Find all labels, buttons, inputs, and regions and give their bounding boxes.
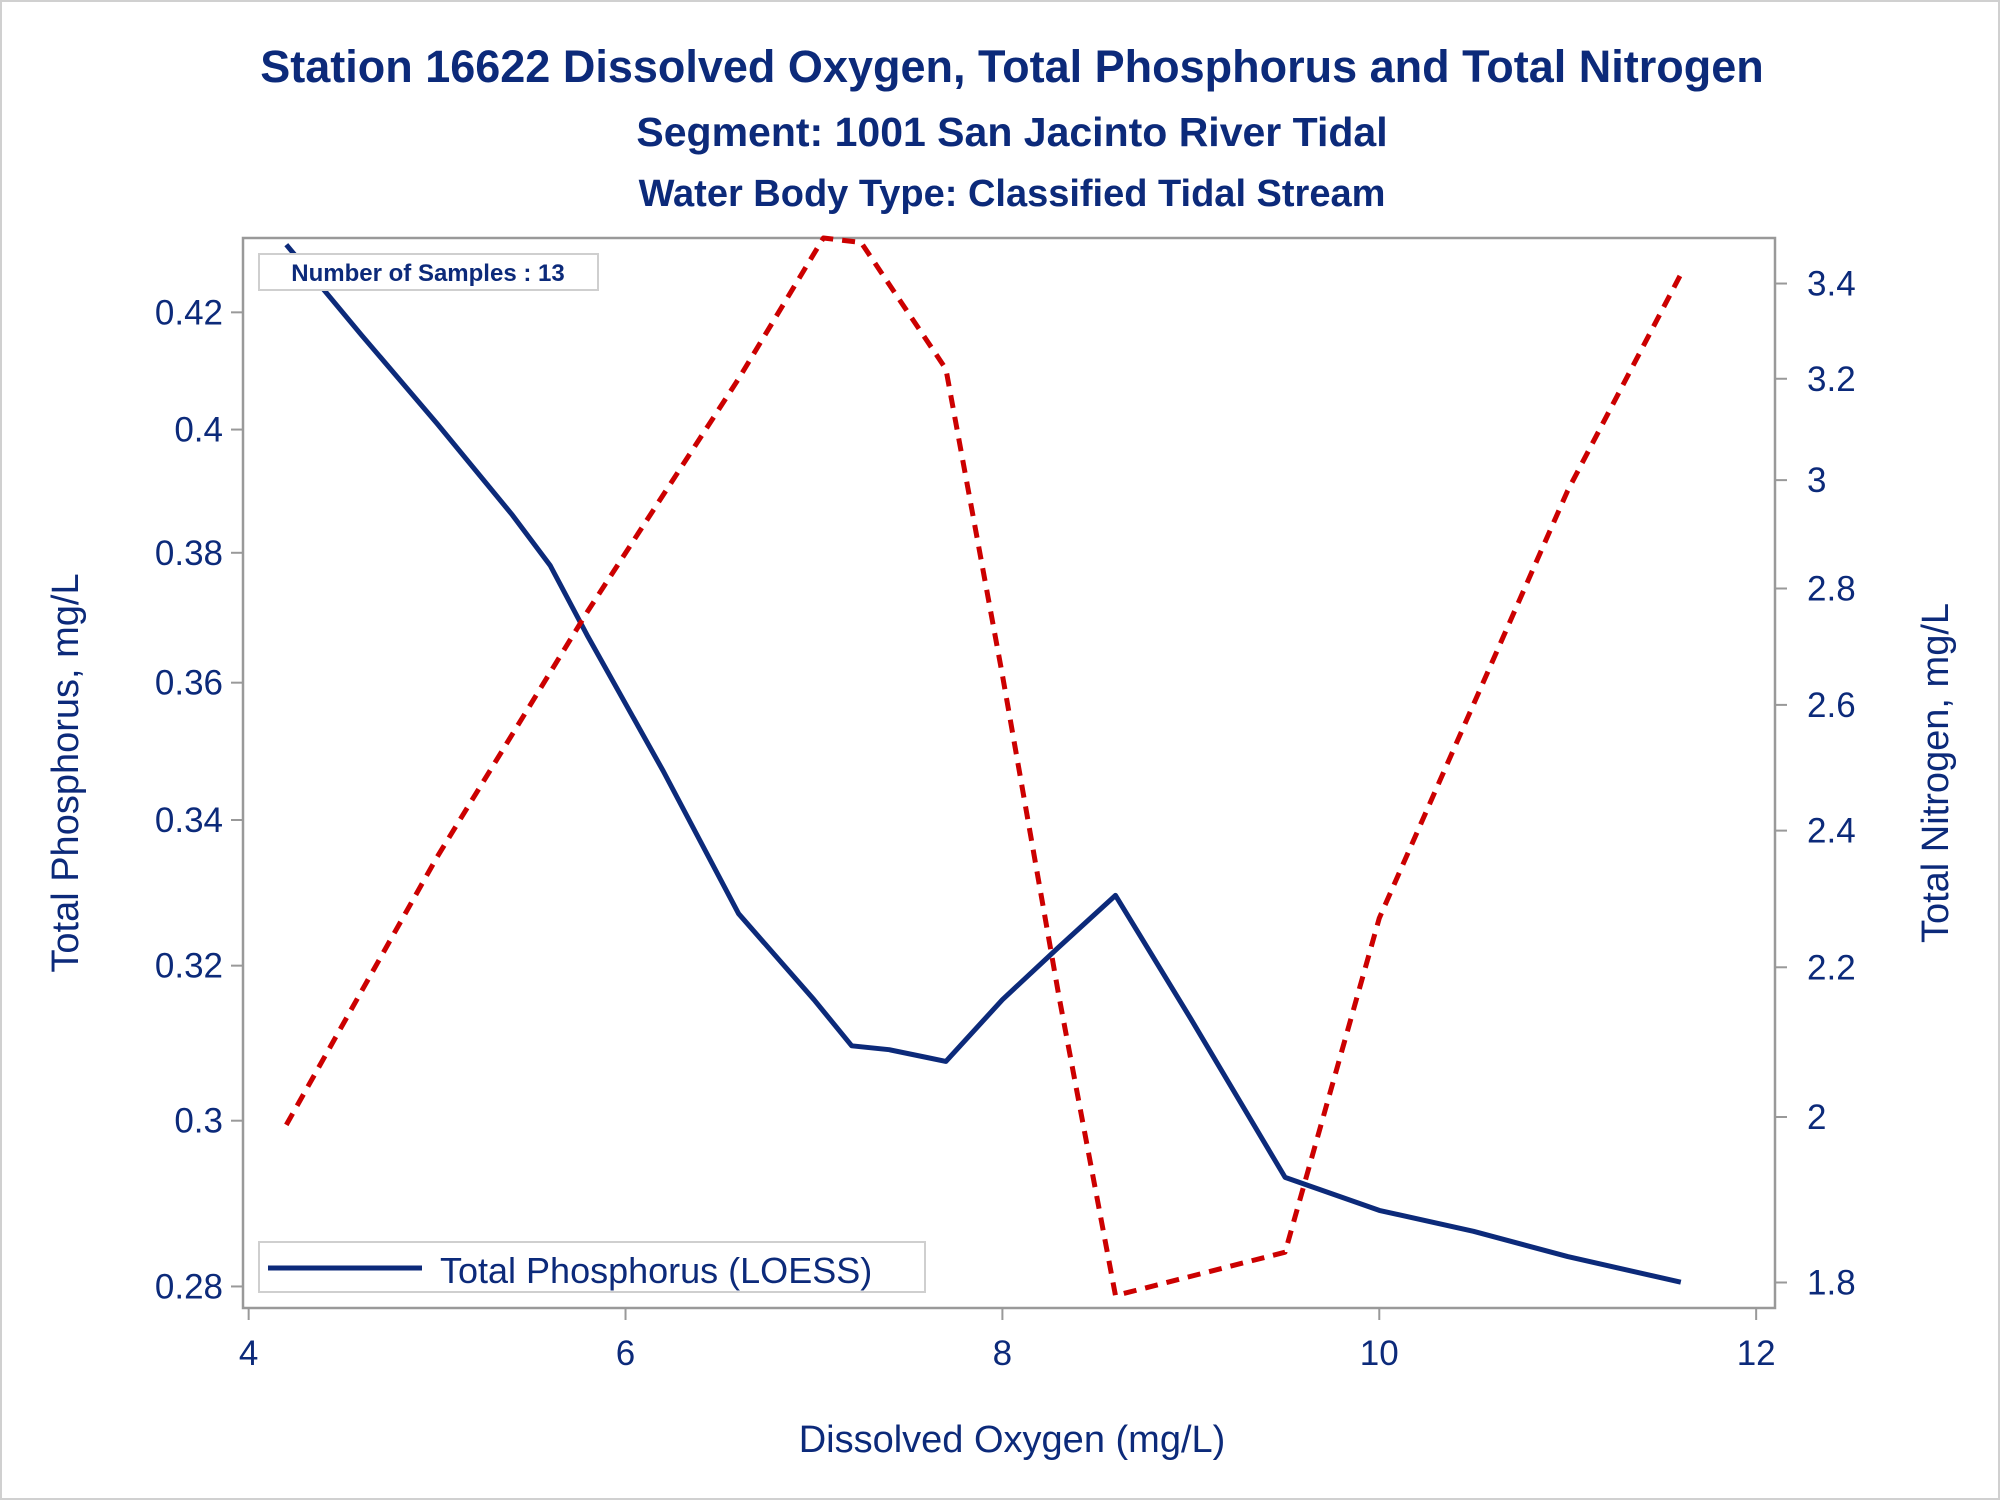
chart-subtitle-2: Water Body Type: Classified Tidal Stream [639,173,1386,215]
y-tick-label: 0.38 [155,534,223,573]
chart-subtitle: Segment: 1001 San Jacinto River Tidal [636,109,1387,155]
series-line-phosphorus [284,243,1682,1285]
series-layer [284,235,1684,1299]
y-tick-label: 0.3 [174,1102,223,1141]
y2-tick-label: 3.4 [1807,265,1856,304]
series-line-nitrogen [284,235,1684,1299]
sample-count-annotation: Number of Samples : 13 [291,260,564,287]
y-axis-left: 0.28 0.3 0.32 0.34 0.36 0.38 0.4 0.42 [155,293,243,1306]
y2-tick-label: 2.6 [1807,686,1856,725]
y2-tick-label: 1.8 [1807,1263,1856,1302]
legend: Total Phosphorus (LOESS) [258,1241,926,1293]
y2-axis-label: Total Nitrogen, mg/L [1915,603,1957,943]
x-axis: 4 6 8 10 12 [239,1308,1776,1373]
y-tick-label: 0.42 [155,293,223,332]
y-tick-label: 0.34 [155,801,223,840]
x-tick-label: 4 [239,1334,258,1373]
y-tick-label: 0.32 [155,947,223,986]
x-tick-label: 10 [1360,1334,1399,1373]
y-tick-label: 0.28 [155,1267,223,1306]
y-axis-label: Total Phosphorus, mg/L [45,573,87,972]
chart-title: Station 16622 Dissolved Oxygen, Total Ph… [260,41,1764,92]
legend-label-phosphorus: Total Phosphorus (LOESS) [440,1250,872,1291]
y2-tick-label: 3 [1807,461,1826,500]
plot-area [241,236,1777,1310]
y2-tick-label: 2.2 [1807,948,1856,987]
y-tick-label: 0.4 [174,411,223,450]
y2-tick-label: 2.8 [1807,569,1856,608]
y-axis-right: 1.8 2 2.2 2.4 2.6 2.8 3 3.2 3.4 [1775,265,1856,1302]
y2-tick-label: 2.4 [1807,812,1856,851]
y-tick-label: 0.36 [155,664,223,703]
x-axis-label: Dissolved Oxygen (mg/L) [799,1419,1226,1461]
x-tick-label: 12 [1737,1334,1776,1373]
y2-tick-label: 3.2 [1807,360,1856,399]
x-tick-label: 8 [993,1334,1012,1373]
y2-tick-label: 2 [1807,1098,1826,1137]
sample-count-frame [258,253,599,291]
x-tick-label: 6 [616,1334,635,1373]
sample-count-box: Number of Samples : 13 [258,253,599,291]
